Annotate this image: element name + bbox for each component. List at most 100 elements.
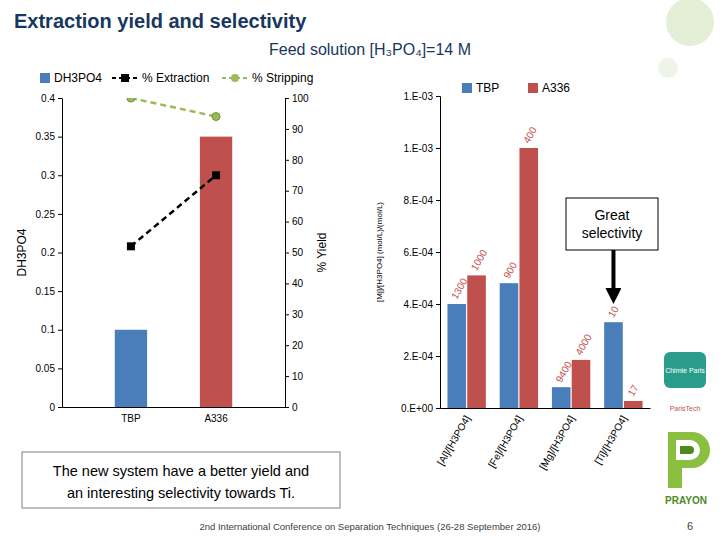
bar (552, 387, 571, 408)
tick-label: 0 (292, 402, 298, 413)
line (131, 98, 216, 117)
page-number: 6 (687, 520, 693, 532)
bar-note: 4000 (573, 332, 594, 357)
tick-mark (285, 129, 289, 130)
legend-label: TBP (476, 81, 499, 95)
logo-text: ParisTech (670, 405, 701, 412)
tick-mark (285, 345, 289, 346)
tick: 1.E-03 (404, 91, 440, 102)
tick-mark (285, 407, 289, 408)
tick-label: 1.E-03 (404, 143, 434, 154)
tick: 10 (285, 371, 304, 382)
bar (447, 304, 466, 408)
tick-label: 0.25 (36, 209, 56, 220)
tick-mark (285, 376, 289, 377)
bar-note: 1000 (469, 247, 490, 272)
tick: 40 (285, 278, 304, 289)
legend: TBP A336 (462, 81, 570, 95)
tick: [Ti]/[H3PO4] (592, 413, 629, 466)
tick-label: 0.05 (36, 363, 56, 374)
tick: 0.25 (36, 209, 62, 220)
tick: 0.05 (36, 363, 62, 374)
tick-mark (436, 356, 440, 357)
bar-note: 400 (521, 125, 539, 145)
caption-line: The new system have a better yield and (53, 463, 309, 479)
tick: [Fe]/[H3PO4] (486, 413, 525, 469)
caption-line: an interesting selectivity towards Ti. (67, 485, 295, 501)
tick: 0.15 (36, 286, 62, 297)
tick: 0.2 (41, 247, 62, 258)
tick: 4.E-04 (404, 299, 440, 310)
tick-label: 80 (292, 155, 304, 166)
tick: 0.4 (41, 93, 62, 104)
tick-label: 0.15 (36, 286, 56, 297)
tick: 0.E+00 (401, 403, 440, 414)
tick-label: 40 (292, 278, 304, 289)
tick-label: [Al]/[H3PO4] (435, 413, 472, 467)
tick-label: 8.E-04 (404, 195, 434, 206)
tick: 80 (285, 155, 304, 166)
tick-label: 2.E-04 (404, 351, 434, 362)
footer: 2nd International Conference on Separati… (199, 521, 540, 532)
marker (212, 113, 220, 121)
tick: 0.35 (36, 131, 62, 142)
tick: 70 (285, 185, 304, 196)
tick-label: 0.2 (41, 247, 55, 258)
bar (572, 360, 591, 408)
plot-area (447, 148, 642, 408)
logo-prayon (668, 432, 710, 488)
tick-mark (436, 304, 440, 305)
axis-line (58, 99, 63, 408)
bar (115, 330, 147, 407)
tick-label: 10 (292, 371, 304, 382)
logo-shape (668, 432, 710, 488)
bar (604, 322, 623, 408)
tick: 0.3 (41, 170, 62, 181)
tick: 60 (285, 216, 304, 227)
marker (127, 242, 135, 250)
tick-mark (58, 214, 62, 215)
slide: Extraction yield and selectivityFeed sol… (0, 0, 720, 540)
y-axis-title: DH3PO4 (15, 228, 29, 276)
tick-mark (285, 98, 289, 99)
tick: 0 (49, 402, 62, 413)
tick: [Al]/[H3PO4] (435, 413, 472, 467)
y-axis: 0.E+00 2.E-04 4.E-04 6.E-04 8.E-04 1.E-03 1.E-… (401, 91, 440, 414)
tick-mark (285, 222, 289, 223)
annotation-arrow (611, 250, 615, 296)
legend-label: % Stripping (252, 71, 313, 85)
tick-label: 6.E-04 (404, 247, 434, 258)
annotation: Greatselectivity (566, 198, 658, 296)
tick-label: 0.E+00 (401, 403, 433, 414)
tick-label: 30 (292, 309, 304, 320)
tick: A336 (204, 413, 228, 424)
tick: 6.E-04 (404, 247, 440, 258)
axis-line (436, 97, 441, 409)
tick: 100 (285, 93, 309, 104)
bar-notes: 13009009400101000400400017 (449, 125, 641, 398)
bar (467, 275, 486, 408)
bar (519, 148, 538, 408)
logo-shape (680, 446, 694, 454)
annotation-box (566, 198, 658, 250)
legend-label: DH3PO4 (54, 71, 102, 85)
tick-label: [Fe]/[H3PO4] (486, 413, 525, 469)
tick-mark (436, 148, 440, 149)
decoration (666, 0, 714, 46)
tick-mark (58, 253, 62, 254)
axis-line (441, 408, 651, 409)
tick: [Mg]/[H3PO4] (537, 413, 577, 471)
legend-label: A336 (542, 81, 570, 95)
marker (127, 98, 135, 102)
legend-swatch (121, 74, 129, 82)
x-axis: [Al]/[H3PO4] [Fe]/[H3PO4] [Mg]/[H3PO4] [Ti]… (435, 409, 650, 472)
tick-mark (436, 96, 440, 97)
tick: TBP (121, 413, 141, 424)
tick-mark (58, 291, 62, 292)
y2-axis-title: % Yield (315, 232, 329, 272)
line (131, 175, 216, 246)
tick: 1.E-03 (404, 143, 440, 154)
tick-label: TBP (121, 413, 141, 424)
tick-label: 100 (292, 93, 309, 104)
y2-axis: 0102030405060708090100 (285, 93, 309, 413)
